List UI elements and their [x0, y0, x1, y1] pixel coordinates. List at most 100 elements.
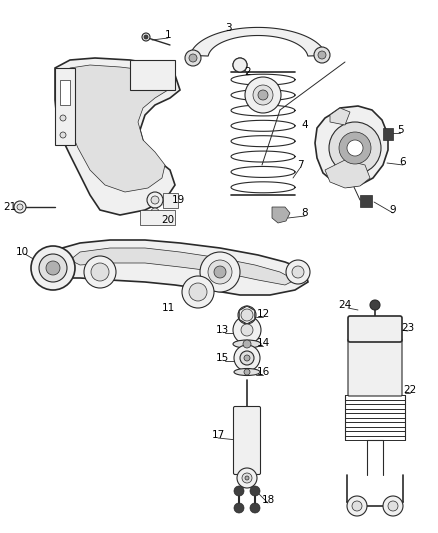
Ellipse shape — [233, 340, 261, 348]
Circle shape — [318, 51, 326, 59]
FancyBboxPatch shape — [233, 407, 261, 474]
Circle shape — [244, 369, 250, 375]
Polygon shape — [315, 106, 388, 187]
Polygon shape — [360, 195, 372, 207]
Ellipse shape — [234, 368, 260, 376]
Text: 21: 21 — [4, 202, 17, 212]
Polygon shape — [163, 193, 178, 208]
Circle shape — [292, 266, 304, 278]
Circle shape — [258, 90, 268, 100]
Text: 7: 7 — [297, 160, 303, 170]
Circle shape — [142, 33, 150, 41]
Text: 22: 22 — [403, 385, 417, 395]
Text: 17: 17 — [212, 430, 225, 440]
Text: 11: 11 — [161, 303, 175, 313]
Circle shape — [14, 201, 26, 213]
Text: 13: 13 — [215, 325, 229, 335]
Text: 1: 1 — [165, 30, 171, 40]
FancyBboxPatch shape — [348, 339, 402, 396]
Circle shape — [234, 486, 244, 496]
Circle shape — [200, 252, 240, 292]
Circle shape — [189, 54, 197, 62]
Polygon shape — [130, 60, 175, 90]
Text: 19: 19 — [171, 195, 185, 205]
Polygon shape — [383, 128, 393, 140]
Circle shape — [151, 196, 159, 204]
Circle shape — [241, 324, 253, 336]
Circle shape — [17, 204, 23, 210]
Circle shape — [250, 503, 260, 513]
Circle shape — [237, 62, 243, 68]
Circle shape — [91, 263, 109, 281]
Polygon shape — [325, 160, 370, 188]
Circle shape — [214, 266, 226, 278]
Polygon shape — [40, 240, 308, 295]
Polygon shape — [330, 108, 350, 125]
Circle shape — [144, 35, 148, 39]
Text: 6: 6 — [400, 157, 406, 167]
Circle shape — [238, 306, 256, 324]
Polygon shape — [272, 207, 290, 223]
Polygon shape — [190, 27, 326, 56]
Circle shape — [208, 260, 232, 284]
Circle shape — [245, 476, 249, 480]
Circle shape — [329, 122, 381, 174]
Polygon shape — [60, 80, 70, 105]
Text: 8: 8 — [302, 208, 308, 218]
Circle shape — [84, 256, 116, 288]
Circle shape — [31, 246, 75, 290]
Text: 14: 14 — [256, 338, 270, 348]
Text: 12: 12 — [256, 309, 270, 319]
Circle shape — [233, 58, 247, 72]
Circle shape — [253, 85, 273, 105]
Circle shape — [244, 355, 250, 361]
Circle shape — [286, 260, 310, 284]
Polygon shape — [55, 68, 75, 145]
Circle shape — [233, 316, 261, 344]
Polygon shape — [239, 306, 255, 324]
Polygon shape — [55, 58, 180, 215]
Circle shape — [339, 132, 371, 164]
Circle shape — [233, 58, 247, 72]
Text: 2: 2 — [245, 67, 251, 77]
Text: 24: 24 — [339, 300, 352, 310]
Text: 5: 5 — [397, 125, 403, 135]
Text: 3: 3 — [225, 23, 231, 33]
Circle shape — [189, 283, 207, 301]
Circle shape — [234, 345, 260, 371]
Circle shape — [347, 140, 363, 156]
Circle shape — [388, 501, 398, 511]
Circle shape — [242, 473, 252, 483]
Text: 10: 10 — [15, 247, 28, 257]
Text: 16: 16 — [256, 367, 270, 377]
Circle shape — [234, 503, 244, 513]
Text: 23: 23 — [401, 323, 415, 333]
Polygon shape — [70, 248, 295, 285]
Text: 18: 18 — [261, 495, 275, 505]
Circle shape — [60, 132, 66, 138]
Polygon shape — [65, 65, 168, 192]
Circle shape — [46, 261, 60, 275]
Circle shape — [39, 254, 67, 282]
Polygon shape — [140, 210, 175, 225]
Circle shape — [250, 486, 260, 496]
Circle shape — [347, 496, 367, 516]
Circle shape — [352, 501, 362, 511]
Circle shape — [245, 77, 281, 113]
Circle shape — [182, 276, 214, 308]
Circle shape — [370, 300, 380, 310]
Circle shape — [151, 208, 159, 216]
Text: 4: 4 — [302, 120, 308, 130]
Circle shape — [237, 468, 257, 488]
Text: 9: 9 — [390, 205, 396, 215]
Circle shape — [383, 496, 403, 516]
Circle shape — [147, 192, 163, 208]
Circle shape — [185, 50, 201, 66]
Circle shape — [241, 309, 253, 321]
Text: 15: 15 — [215, 353, 229, 363]
Circle shape — [314, 47, 330, 63]
FancyBboxPatch shape — [348, 316, 402, 342]
Text: 20: 20 — [162, 215, 175, 225]
Circle shape — [60, 115, 66, 121]
Circle shape — [243, 340, 251, 348]
